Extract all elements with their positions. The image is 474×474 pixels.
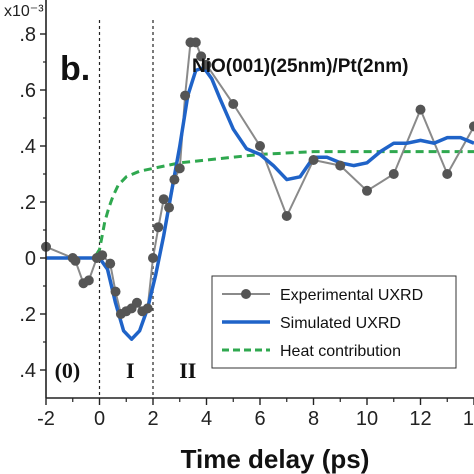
region-label-0: (0): [55, 358, 81, 383]
experimental-point: [169, 174, 180, 185]
experimental-point: [469, 121, 474, 132]
experimental-point: [158, 194, 169, 205]
experimental-point: [153, 222, 164, 233]
axes: -2 0 2 4 6 8 10 12 14 .8 .6 .4 .2 0 .2 .4: [19, 0, 474, 430]
y-tick-label: .4: [19, 136, 36, 158]
experimental-point: [142, 303, 153, 314]
x-tick-label: 0: [94, 408, 105, 430]
experimental-point: [308, 155, 319, 165]
x-tick-label: 12: [409, 408, 431, 430]
x-tick-label: 10: [356, 408, 378, 430]
region-label-1: I: [126, 358, 135, 383]
annotations: x10⁻³ b. NiO(001)(25nm)/Pt(2nm) Time del…: [4, 3, 408, 474]
experimental-point: [110, 286, 121, 297]
experimental-point: [201, 59, 212, 70]
x-axis-title: Time delay (ps): [181, 444, 370, 474]
y-exponent-label: x10⁻³: [4, 3, 44, 20]
experimental-point: [97, 250, 108, 261]
experimental-point: [180, 90, 191, 101]
experimental-point: [388, 169, 399, 179]
y-tick-label: .4: [19, 360, 36, 382]
y-tick-label: .6: [19, 80, 36, 102]
experimental-point: [228, 99, 239, 109]
x-tick-label: 2: [147, 408, 158, 430]
experimental-point: [83, 275, 94, 286]
experimental-point: [105, 258, 116, 269]
experimental-point: [131, 297, 142, 308]
heat-contribution-line: [46, 150, 474, 260]
y-tick-label: .2: [19, 304, 36, 326]
plot-area: [98, 20, 154, 398]
legend: Experimental UXRD Simulated UXRD Heat cont…: [211, 275, 457, 369]
legend-entry-0: Experimental UXRD: [280, 287, 423, 304]
legend-entry-1: Simulated UXRD: [280, 315, 401, 332]
experimental-point: [196, 51, 207, 62]
experimental-point: [335, 160, 346, 171]
x-tick-label: -2: [37, 408, 55, 430]
experimental-point: [255, 141, 265, 151]
region-label-2: II: [179, 358, 196, 383]
legend-entry-2: Heat contribution: [280, 343, 401, 360]
simulated-line: [46, 65, 474, 341]
x-tick-label: 4: [201, 408, 212, 430]
experimental-point: [148, 253, 158, 263]
x-tick-label: 14: [463, 408, 474, 430]
experimental-point: [281, 211, 292, 221]
experimental-point: [70, 255, 81, 266]
y-tick-label: 0: [25, 248, 36, 270]
sample-label: NiO(001)(25nm)/Pt(2nm): [192, 56, 408, 77]
series-layer: [41, 37, 474, 341]
x-tick-label: 8: [308, 408, 319, 430]
panel-label: b.: [60, 50, 90, 88]
experimental-point: [442, 169, 453, 179]
experimental-point: [164, 202, 175, 213]
experimental-point: [415, 104, 426, 115]
y-tick-label: .2: [19, 192, 36, 214]
x-tick-label: 6: [254, 408, 265, 430]
experimental-point: [174, 163, 185, 174]
experimental-point: [190, 37, 201, 48]
legend-experimental-marker: [241, 289, 251, 299]
experimental-point: [362, 185, 372, 196]
y-tick-label: .8: [19, 24, 36, 46]
